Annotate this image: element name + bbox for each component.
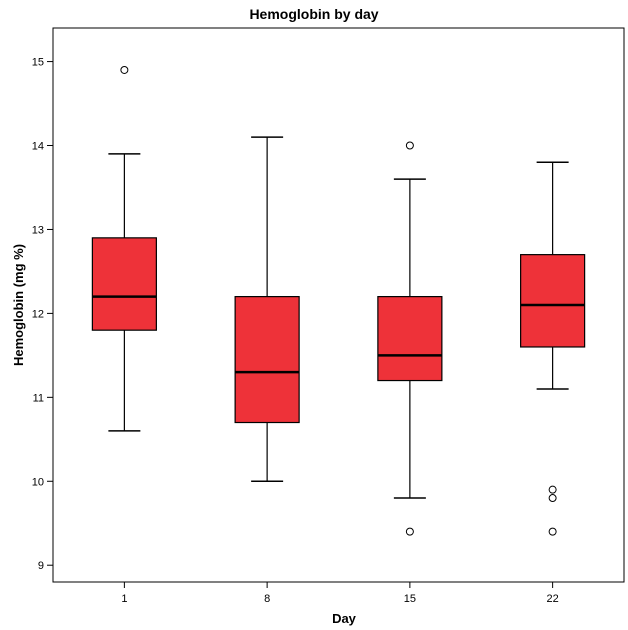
x-tick-label: 1	[121, 593, 127, 605]
outlier-point	[548, 527, 557, 536]
outlier-point	[548, 485, 557, 494]
x-axis-label: Day	[332, 611, 357, 626]
outlier-point	[405, 527, 414, 536]
iqr-box	[377, 296, 443, 382]
y-tick-label: 12	[32, 308, 44, 320]
outlier-point	[120, 65, 129, 74]
y-axis-label: Hemoglobin (mg %)	[11, 244, 26, 366]
y-tick-label: 14	[32, 141, 44, 153]
y-tick-label: 9	[38, 560, 44, 572]
x-tick-label: 22	[547, 593, 559, 605]
x-tick-label: 8	[264, 593, 270, 605]
y-tick-label: 13	[32, 224, 44, 236]
iqr-box	[91, 237, 157, 331]
outlier-point	[405, 141, 414, 150]
plot-frame	[52, 27, 625, 583]
y-tick-label: 10	[32, 476, 44, 488]
iqr-box	[234, 296, 300, 424]
y-tick-label: 15	[32, 57, 44, 69]
plot-area: 9 10 11 12 13 14 15 1 8 15 22	[32, 27, 625, 605]
iqr-box	[520, 254, 586, 348]
chart-title: Hemoglobin by day	[249, 6, 378, 22]
y-tick-label: 11	[33, 392, 44, 404]
x-tick-label: 15	[404, 593, 416, 605]
outlier-point	[548, 494, 557, 503]
